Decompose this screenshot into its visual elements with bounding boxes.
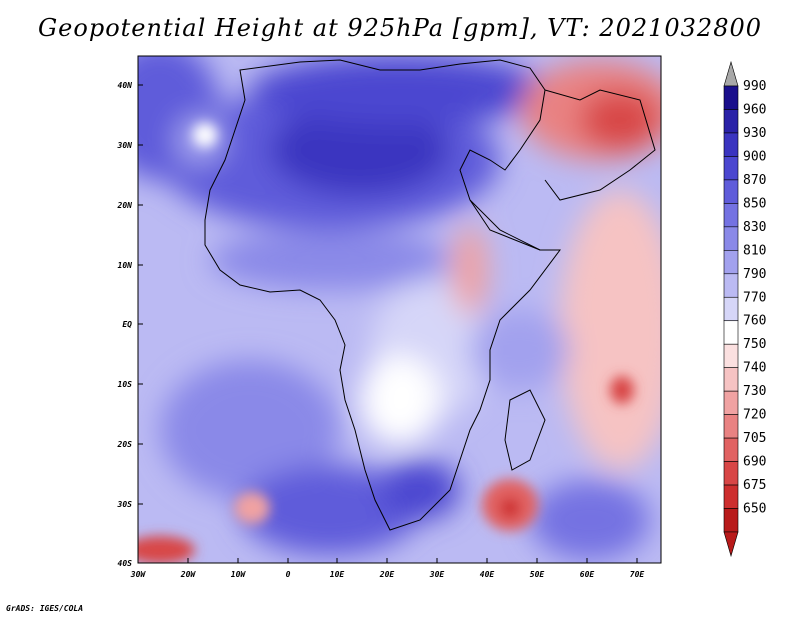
coastlines	[204, 59, 656, 531]
lon-label: 20E	[379, 570, 395, 579]
lat-label: 30S	[117, 500, 133, 509]
colorbar-swatch	[723, 461, 739, 486]
colorbar-label: 960	[743, 102, 766, 117]
lat-label: 40N	[118, 81, 133, 90]
colorbar-swatch	[723, 367, 739, 392]
colorbar: 990 960 930 900 870 850 830 810 790 770 760 750 740 7…	[723, 60, 766, 558]
colorbar-swatch	[723, 343, 739, 368]
colorbar-label: 730	[743, 384, 766, 399]
colorbar-swatch	[723, 320, 739, 345]
lat-label: 10S	[118, 380, 133, 389]
colorbar-label: 830	[743, 220, 766, 235]
lon-label: 50E	[530, 570, 545, 579]
colorbar-label: 870	[743, 173, 766, 188]
colorbar-swatch	[723, 156, 739, 181]
lon-label: 0	[286, 570, 291, 579]
colorbar-swatch	[723, 179, 739, 204]
colorbar-swatch	[723, 414, 739, 439]
lat-label: 40S	[118, 559, 133, 568]
lon-label: 20W	[180, 570, 197, 579]
lon-label: 70E	[630, 570, 645, 579]
colorbar-swatch	[723, 203, 739, 228]
colorbar-label: 740	[743, 361, 766, 376]
plot-frame	[137, 55, 662, 564]
lat-label: EQ	[122, 320, 132, 329]
colorbar-swatch	[723, 437, 739, 462]
colorbar-swatch	[723, 273, 739, 298]
latitude-axis: 40N 30N 20N 10N EQ 10S 20S 30S 40S	[117, 81, 143, 568]
colorbar-swatch	[723, 109, 739, 134]
software-credit: GrADS: IGES/COLA	[6, 604, 84, 613]
colorbar-label: 850	[743, 196, 766, 211]
colorbar-label: 990	[743, 79, 766, 94]
colorbar-swatch	[723, 226, 739, 251]
colorbar-label: 720	[743, 408, 766, 423]
colorbar-label: 810	[743, 243, 766, 258]
colorbar-swatch	[723, 390, 739, 415]
colorbar-label: 770	[743, 290, 766, 305]
lat-label: 10N	[118, 261, 133, 270]
map-title: Geopotential Height at 925hPa [gpm], VT:…	[38, 14, 762, 42]
colorbar-label: 790	[743, 267, 766, 282]
colorbar-swatch	[723, 132, 739, 157]
lon-label: 60E	[580, 570, 595, 579]
lon-label: 30W	[130, 570, 147, 579]
colorbar-label: 900	[743, 149, 766, 164]
lat-label: 20S	[117, 440, 133, 449]
colorbar-swatch	[723, 250, 739, 275]
colorbar-label: 675	[743, 478, 766, 493]
colorbar-label: 650	[743, 502, 766, 517]
lat-label: 20N	[117, 201, 133, 210]
longitude-axis: 30W 20W 10W 0 10E 20E 30E 40E 50E 60E 70…	[130, 558, 645, 579]
lon-label: 10W	[231, 570, 247, 579]
colorbar-swatch	[723, 484, 739, 509]
lat-label: 30N	[117, 141, 133, 150]
colorbar-swatch	[723, 508, 739, 533]
colorbar-label: 705	[743, 431, 766, 446]
colorbar-bottom-arrow	[723, 531, 739, 558]
colorbar-label: 760	[743, 314, 766, 329]
lon-label: 30E	[429, 570, 445, 579]
colorbar-top-arrow	[723, 60, 739, 87]
height-field	[138, 56, 661, 563]
colorbar-label: 750	[743, 337, 766, 352]
lon-label: 10E	[330, 570, 345, 579]
lon-label: 40E	[480, 570, 495, 579]
colorbar-label: 930	[743, 126, 766, 141]
colorbar-swatch	[723, 296, 739, 322]
colorbar-label: 690	[743, 455, 766, 470]
colorbar-swatch	[723, 85, 739, 110]
